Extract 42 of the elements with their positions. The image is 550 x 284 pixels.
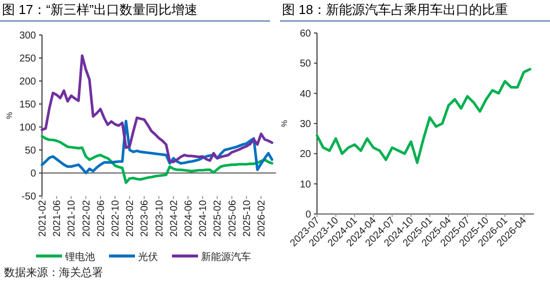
x-tick-label: 2022-10 [110, 200, 122, 237]
y-tick-label: 0 [305, 210, 312, 220]
x-tick-label: 2024-06 [184, 200, 195, 237]
source-note: 数据来源：海关总署 [4, 266, 103, 279]
x-tick-label: 2025-06 [227, 200, 238, 237]
y-tick-label: 30 [300, 119, 312, 130]
y-tick-label: 40 [300, 88, 312, 100]
y-tick-label: 250 [19, 54, 36, 64]
y-tick-label: 10 [300, 179, 312, 190]
line-series [316, 68, 532, 164]
x-tick-label: 2026-02 [256, 200, 268, 237]
legend-label: 新能源汽车 [201, 251, 251, 263]
legend-label: 锂电池 [64, 251, 95, 263]
chart-title: 图 18：新能源汽车占乘用车出口的比重 [282, 2, 508, 17]
x-tick-label: 2023-06 [140, 200, 151, 237]
chart-title: 图 17：“新三样”出口数量同比增速 [2, 2, 198, 17]
x-tick-label: 2021-06 [52, 200, 64, 237]
x-tick-label: 2025-02 [212, 200, 224, 237]
line-series [40, 54, 274, 164]
y-tick-label: 0 [30, 168, 36, 180]
y-tick-label: 200 [19, 76, 36, 88]
legend-label: 光伏 [138, 251, 158, 263]
x-tick-label: 2021-10 [66, 200, 78, 237]
y-tick-label: 60 [300, 28, 312, 40]
x-tick-label: 2022-02 [81, 200, 92, 237]
x-tick-label: 2023-02 [125, 200, 136, 237]
x-tick-label: 2024-02 [168, 200, 180, 237]
x-tick-label: 2025-10 [242, 200, 253, 237]
y-tick-label: 20 [300, 149, 312, 160]
x-tick-label: 2021-02 [38, 200, 48, 237]
x-tick-label: 2022-06 [96, 200, 107, 237]
y-tick-label: 300 [19, 30, 36, 42]
y-axis-title: % [280, 120, 289, 128]
y-tick-label: 150 [19, 100, 36, 110]
x-tick-label: 2024-10 [198, 200, 210, 237]
y-tick-label: 50 [24, 146, 36, 156]
y-tick-label: -50 [22, 192, 36, 202]
line-series [40, 134, 274, 184]
y-axis-title: % [5, 112, 14, 120]
y-tick-label: 100 [19, 122, 36, 134]
x-tick-label: 2023-10 [154, 200, 166, 237]
y-tick-label: 50 [300, 58, 312, 70]
